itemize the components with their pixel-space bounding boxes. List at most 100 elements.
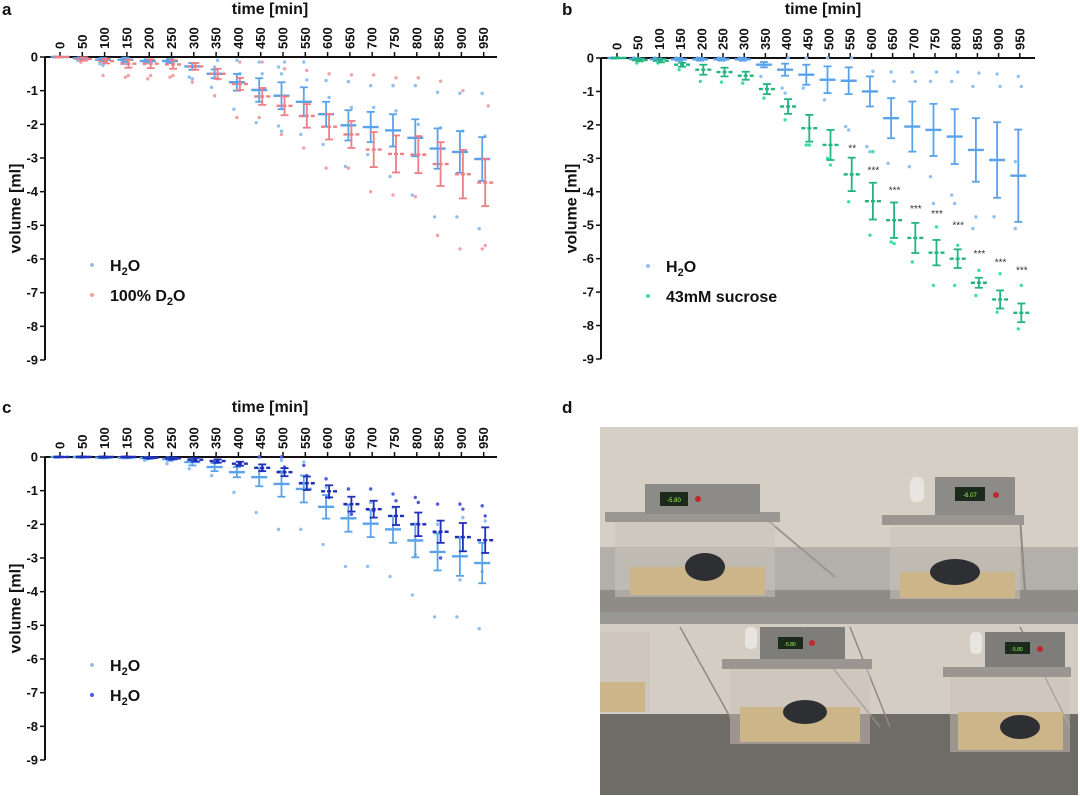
data-point [305, 68, 309, 73]
data-point [847, 200, 851, 204]
y-tick-label: -2 [26, 117, 38, 132]
legend-label-sub: 2 [167, 296, 173, 308]
x-tick-label: 50 [631, 36, 646, 50]
data-point [998, 84, 1002, 89]
data-point [410, 193, 414, 197]
data-point [934, 225, 939, 229]
data-point [257, 455, 261, 459]
x-tick-label: 950 [476, 427, 491, 449]
data-point [349, 105, 354, 110]
y-tick-label: -2 [26, 517, 38, 532]
data-point [327, 72, 331, 76]
x-tick-label: 650 [342, 27, 357, 49]
data-point [977, 71, 981, 75]
data-point [889, 70, 893, 74]
data-point [850, 56, 854, 60]
y-tick-label: -9 [26, 353, 38, 368]
panel-label-a: a [2, 0, 12, 19]
data-point [913, 79, 917, 84]
display-reading: -5.80 [667, 498, 681, 504]
legend-label: H2O [110, 258, 140, 278]
data-point [759, 74, 763, 79]
data-point [372, 105, 376, 110]
data-point [302, 146, 306, 150]
data-point [480, 247, 484, 251]
data-point [126, 73, 131, 78]
display-reading: -5.80 [784, 642, 796, 648]
x-tick-label: 400 [231, 427, 246, 449]
x-tick-label: 350 [209, 27, 224, 49]
y-tick-label: -4 [582, 184, 594, 199]
data-point [1019, 84, 1023, 89]
y-tick-label: -5 [582, 218, 594, 233]
data-point [719, 80, 724, 84]
y-tick-label: -3 [582, 151, 594, 166]
data-point [931, 283, 936, 288]
legend-label-main: 43mM sucrose [666, 289, 777, 306]
x-tick-label: 450 [253, 427, 268, 449]
data-point [101, 73, 105, 78]
cage-top-left: -5.80 [605, 484, 780, 597]
y-tick-label: -5 [26, 218, 38, 233]
data-point [698, 79, 702, 84]
x-tick-label: 200 [694, 28, 709, 50]
x-axis-title: time [min] [232, 399, 308, 416]
x-tick-label: 700 [906, 28, 921, 50]
legend-marker [646, 294, 650, 298]
x-tick-label: 800 [949, 28, 964, 50]
series-0: H2O [50, 55, 491, 278]
data-point [391, 193, 395, 197]
data-point [416, 500, 420, 505]
significance-label: *** [1016, 266, 1028, 277]
legend-label-end: O [128, 258, 140, 275]
x-tick-label: 50 [75, 435, 90, 449]
data-point [974, 215, 978, 219]
x-tick-label: 850 [432, 427, 447, 449]
cage-top-right: -6.07 [882, 477, 1024, 599]
data-point [349, 512, 354, 516]
data-point [910, 70, 914, 74]
data-point [257, 115, 261, 120]
data-point [279, 458, 284, 463]
data-point [413, 83, 417, 88]
data-point [279, 455, 284, 459]
x-tick-label: 100 [97, 27, 112, 49]
x-tick-label: 350 [758, 28, 773, 50]
legend-label-end: O [128, 688, 140, 705]
x-tick-label: 650 [342, 427, 357, 449]
data-point [416, 76, 420, 80]
x-tick-label: 800 [409, 427, 424, 449]
x-tick-label: 600 [320, 427, 335, 449]
data-point [369, 189, 373, 194]
data-point [346, 166, 351, 170]
data-point [807, 143, 811, 147]
x-tick-label: 700 [365, 27, 380, 49]
significance-label: *** [995, 257, 1007, 268]
legend-label-sub: 2 [122, 696, 128, 708]
legend-label-main: H [110, 258, 122, 275]
data-point [971, 84, 975, 89]
data-point [804, 143, 808, 147]
series-0: H2O [607, 56, 1027, 279]
x-tick-label: 900 [454, 427, 469, 449]
data-point [783, 91, 787, 95]
data-point [324, 166, 328, 170]
x-tick-label: 100 [652, 28, 667, 50]
x-axis-title: time [min] [232, 1, 308, 18]
data-point [950, 193, 954, 197]
series-1: 100% D2O [53, 55, 494, 308]
data-point [302, 463, 306, 468]
x-tick-label: 550 [843, 28, 858, 50]
legend-label-sub: 2 [122, 666, 128, 678]
data-point [871, 69, 875, 74]
data-point [324, 78, 328, 83]
data-point [168, 75, 172, 79]
cage-bottom-right: -5.80 [943, 632, 1071, 752]
x-tick-label: 400 [779, 28, 794, 50]
data-point [276, 527, 281, 532]
x-tick-label: 750 [387, 27, 402, 49]
data-point [677, 68, 681, 72]
legend-label-end: O [684, 259, 696, 276]
legend-label: H2O [666, 259, 696, 279]
data-point [282, 67, 287, 71]
